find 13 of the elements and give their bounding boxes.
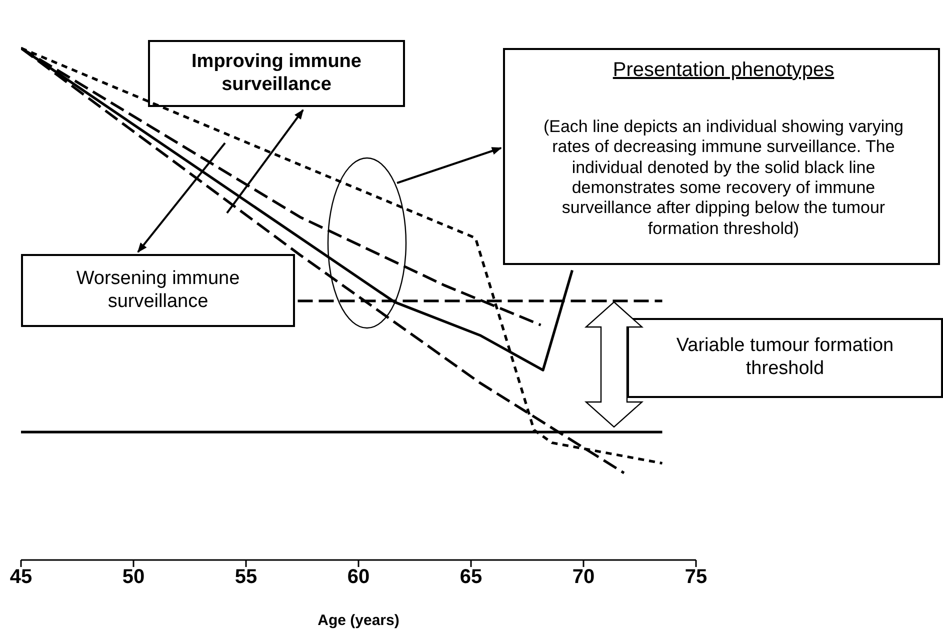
annotation: Presentation phenotypes <box>612 58 834 82</box>
x-tick-label: 45 <box>10 566 32 588</box>
x-tick-label: 60 <box>347 566 370 588</box>
annotation: Improving immune surveillance <box>190 50 362 96</box>
annotation: (Each line depicts an individual showing varying rates of decreasing immune surveillance. The individual denoted by the solid black line demonstrates some recovery of immune surveillance after dipping below the tumour formation threshold) <box>542 116 905 240</box>
x-tick-label: 75 <box>684 566 708 588</box>
annotation: Variable tumour formation threshold <box>675 335 895 381</box>
x-tick-label: 50 <box>122 566 145 588</box>
x-tick-label: 65 <box>460 566 482 588</box>
x-axis-title: Age (years) <box>318 612 400 629</box>
x-tick-label: 55 <box>234 566 258 588</box>
x-tick-label: 70 <box>572 566 595 588</box>
annotation: Worsening immune surveillance <box>75 268 241 314</box>
